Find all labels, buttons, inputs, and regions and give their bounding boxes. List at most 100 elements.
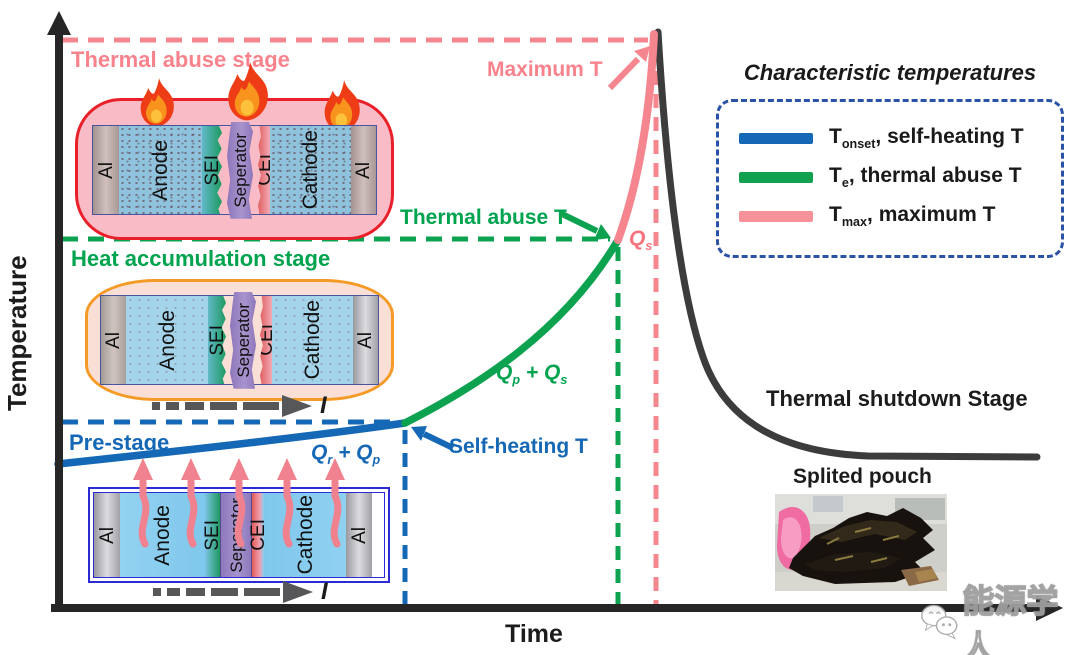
damage-gap bbox=[256, 296, 260, 384]
tmax-sub: max bbox=[841, 215, 868, 230]
tmax-legend-label: Tmax, maximum T bbox=[829, 203, 995, 229]
maximum-t-arrow bbox=[607, 46, 650, 91]
te-color-swatch bbox=[739, 171, 813, 183]
x-axis bbox=[51, 595, 1063, 621]
watermark-text: 能源学人 bbox=[962, 582, 1059, 655]
plus-q2-symbol: + Q bbox=[332, 441, 373, 464]
anode-layer: Anode bbox=[119, 126, 202, 214]
anode-layer: Anode bbox=[126, 296, 208, 384]
qp2-subscript: p bbox=[372, 453, 381, 468]
x-axis-label: Time bbox=[505, 620, 563, 648]
separator-layer: Seperator bbox=[227, 122, 253, 219]
anode-label: Anode bbox=[155, 309, 179, 371]
sei-label: SEI bbox=[206, 324, 228, 356]
qs2-subscript: s bbox=[560, 373, 568, 388]
current-label: I bbox=[320, 392, 327, 419]
tonset-sub: onset bbox=[841, 137, 876, 152]
al-label: Al bbox=[103, 331, 124, 349]
te-legend-label: Te, thermal abuse T bbox=[829, 164, 1022, 190]
al-current-collector: Al bbox=[101, 296, 126, 384]
cathode-layer: Cathode bbox=[272, 296, 353, 384]
separator-label: Seperator bbox=[230, 133, 250, 208]
qr-symbol: Q bbox=[311, 441, 328, 464]
cei-layer: CEI bbox=[258, 126, 270, 214]
heat-release-arrows bbox=[133, 458, 345, 548]
damage-gap bbox=[222, 126, 227, 214]
separator-label: Seperator bbox=[233, 303, 253, 378]
current-label: I bbox=[321, 578, 328, 605]
cathode-label: Cathode bbox=[299, 130, 322, 210]
cei-layer: CEI bbox=[260, 296, 272, 384]
qp-subscript: p bbox=[512, 373, 521, 388]
thermal-abuse-t-arrow bbox=[558, 210, 611, 240]
al-current-collector: Al bbox=[353, 296, 378, 384]
splited-pouch-photo bbox=[775, 494, 947, 591]
current-flow-indicator: I bbox=[153, 578, 328, 606]
al-current-collector: Al bbox=[351, 126, 376, 214]
shutdown-curve bbox=[654, 28, 1041, 461]
al-label: Al bbox=[95, 161, 117, 179]
heat-accumulation-stage-label: Heat accumulation stage bbox=[71, 246, 331, 271]
qs-label: Qs bbox=[629, 227, 652, 253]
thermal-shutdown-stage-label: Thermal shutdown Stage bbox=[766, 386, 1028, 411]
qs-subscript: s bbox=[645, 239, 653, 254]
abused-cell: Al Anode SEI Seperator CEI Cathode Al bbox=[92, 122, 377, 219]
current-arrow-icon bbox=[152, 395, 312, 417]
heating-cell: Al Anode SEI Seperator CEI Cathode Al bbox=[100, 292, 379, 389]
separator-layer: Seperator bbox=[230, 292, 256, 389]
heating-cell-blob: Al Anode SEI Seperator CEI Cathode Al bbox=[85, 279, 394, 401]
cathode-layer: Cathode bbox=[270, 126, 351, 214]
te-prefix: T bbox=[829, 164, 842, 188]
sei-layer: SEI bbox=[208, 296, 226, 384]
current-flow-indicator: I bbox=[152, 392, 327, 420]
tmax-color-swatch bbox=[739, 210, 813, 222]
tonset-legend-label: Tonset, self-heating T bbox=[829, 125, 1024, 151]
tonset-color-swatch bbox=[739, 132, 813, 144]
te-sub: e bbox=[841, 176, 849, 191]
flame-icon bbox=[228, 62, 268, 121]
tmax-prefix: T bbox=[829, 203, 842, 227]
wechat-icon bbox=[921, 604, 958, 640]
anode-label: Anode bbox=[149, 139, 172, 201]
cathode-label: Cathode bbox=[301, 300, 324, 380]
sei-layer: SEI bbox=[202, 493, 223, 577]
sei-layer: SEI bbox=[202, 126, 222, 214]
qr-qp-label: Qr + Qp bbox=[311, 441, 380, 467]
cei-layer: CEI bbox=[248, 493, 269, 577]
qr-subscript: r bbox=[327, 453, 333, 468]
abused-cell-blob: Al Anode SEI Seperator CEI Cathode Al bbox=[75, 62, 394, 240]
al-current-collector: Al bbox=[94, 493, 120, 577]
maximum-t-label: Maximum T bbox=[487, 58, 603, 81]
al-label: Al bbox=[355, 331, 376, 349]
sei-label: SEI bbox=[201, 154, 223, 186]
legend-row-onset: Tonset, self-heating T bbox=[739, 125, 1047, 151]
al-label: Al bbox=[96, 526, 118, 544]
thermal-abuse-t-label: Thermal abuse T bbox=[400, 206, 567, 229]
flame-icon bbox=[140, 78, 174, 127]
watermark: 能源学人 bbox=[920, 576, 1080, 655]
legend-title: Characteristic temperatures bbox=[743, 60, 1037, 85]
damage-gap bbox=[226, 296, 230, 384]
plus-q-symbol: + Q bbox=[520, 361, 561, 384]
thermal-abuse-curve bbox=[614, 30, 658, 244]
self-heating-t-label: Self-heating T bbox=[449, 435, 588, 458]
tonset-prefix: T bbox=[829, 125, 842, 148]
legend: Characteristic temperatures Tonset, self… bbox=[716, 60, 1064, 258]
y-axis bbox=[47, 11, 71, 611]
pre-stage-curve bbox=[54, 419, 409, 468]
al-label: Al bbox=[353, 161, 374, 179]
tonset-rest: , self-heating T bbox=[875, 125, 1024, 148]
damage-gap bbox=[253, 126, 258, 214]
heat-accumulation-curve bbox=[401, 236, 622, 427]
self-heating-t-arrow bbox=[411, 426, 455, 451]
tmax-rest: , maximum T bbox=[867, 203, 996, 227]
flame-icon bbox=[324, 80, 360, 132]
legend-row-tmax: Tmax, maximum T bbox=[739, 203, 1047, 230]
splited-pouch-label: Splited pouch bbox=[793, 465, 932, 488]
thermal-abuse-stage-label: Thermal abuse stage bbox=[71, 47, 290, 72]
legend-row-te: Te, thermal abuse T bbox=[739, 164, 1047, 190]
al-current-collector: Al bbox=[346, 493, 372, 577]
current-arrow-icon bbox=[153, 581, 313, 603]
